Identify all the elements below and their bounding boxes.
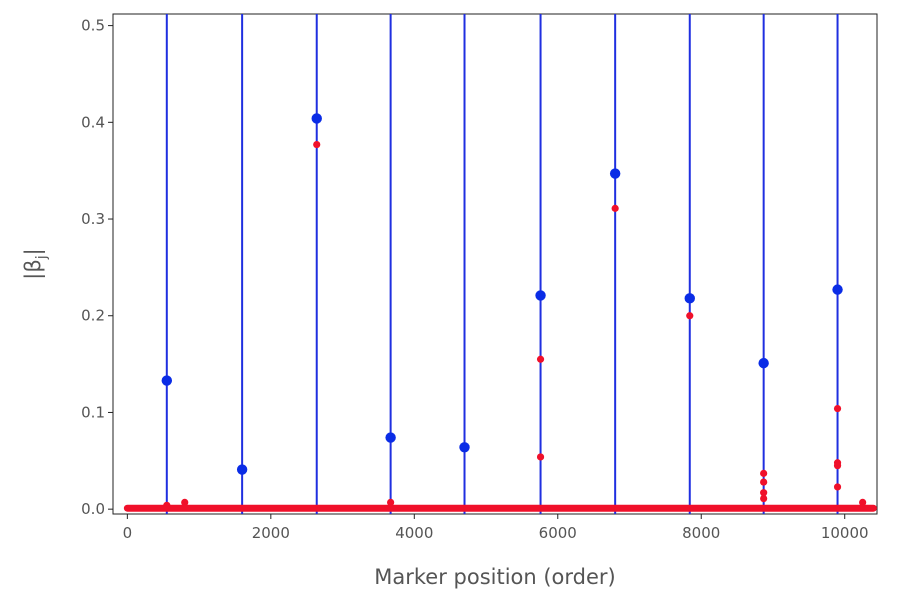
x-tick-label: 4000 bbox=[395, 524, 433, 542]
estimated-point bbox=[181, 498, 189, 506]
estimated-point bbox=[833, 462, 842, 470]
true-point bbox=[236, 464, 248, 475]
estimated-point bbox=[686, 312, 694, 320]
estimated-point bbox=[313, 140, 321, 149]
estimated-point bbox=[760, 469, 768, 477]
y-axis-title: |βj| bbox=[21, 248, 50, 279]
y-tick-label: 0.3 bbox=[81, 210, 105, 228]
x-tick-label: 10000 bbox=[821, 524, 869, 542]
x-tick-label: 2000 bbox=[252, 524, 290, 542]
plot-frame bbox=[112, 13, 878, 515]
true-points bbox=[161, 113, 843, 475]
true-point bbox=[311, 113, 322, 124]
y-tick-label: 0.0 bbox=[81, 500, 105, 518]
estimated-point bbox=[387, 498, 395, 506]
y-tick-label: 0.4 bbox=[81, 113, 105, 131]
vertical-lines bbox=[165, 14, 839, 514]
true-point bbox=[385, 432, 396, 443]
estimated-point bbox=[536, 355, 545, 363]
true-point bbox=[459, 442, 470, 453]
x-tick-label: 8000 bbox=[682, 524, 720, 542]
true-point bbox=[832, 284, 843, 295]
x-tick-label: 0 bbox=[123, 524, 133, 542]
y-tick-label: 0.2 bbox=[81, 307, 105, 325]
y-axis-title-close: | bbox=[21, 248, 46, 255]
x-axis-title: Marker position (order) bbox=[374, 565, 616, 589]
true-point bbox=[161, 375, 173, 386]
true-point bbox=[758, 357, 769, 369]
x-tick-label: 6000 bbox=[539, 524, 577, 542]
estimated-points bbox=[163, 140, 867, 509]
estimated-point bbox=[859, 498, 867, 506]
estimated-point bbox=[833, 404, 842, 413]
estimated-point bbox=[833, 483, 842, 491]
estimated-point bbox=[760, 489, 768, 497]
estimated-point bbox=[760, 478, 768, 486]
true-point bbox=[684, 293, 695, 304]
estimated-point bbox=[536, 453, 545, 461]
y-tick-label: 0.1 bbox=[81, 403, 105, 421]
y-axis-ticks: 0.0 0.1 0.2 0.3 0.4 0.5 bbox=[81, 17, 113, 518]
estimated-point bbox=[760, 494, 768, 503]
estimated-point bbox=[611, 204, 619, 212]
y-axis-title-sub: j bbox=[34, 255, 50, 260]
true-point bbox=[535, 290, 546, 301]
y-axis-title-base: |β bbox=[21, 259, 46, 279]
estimated-point bbox=[163, 501, 171, 509]
y-tick-label: 0.5 bbox=[81, 17, 105, 35]
x-axis-ticks: 0 2000 4000 6000 8000 10000 bbox=[123, 514, 869, 542]
true-point bbox=[609, 168, 621, 179]
